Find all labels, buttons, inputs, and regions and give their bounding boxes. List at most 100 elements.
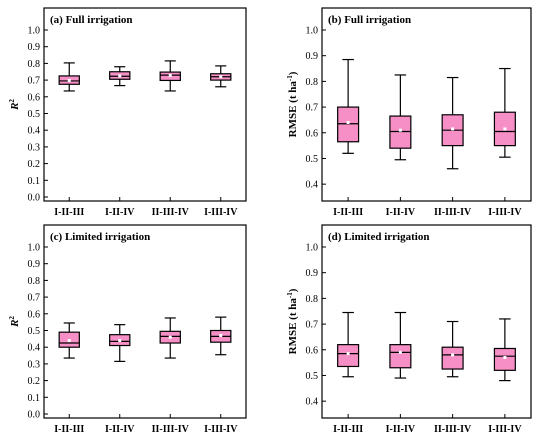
y-tick-label: 0.9: [306, 268, 319, 279]
y-tick-label: 0.4: [28, 126, 41, 137]
y-tick-label: 0.3: [28, 359, 41, 370]
panel-b: (b) Full irrigation 0.4 0.5 0.6 0.7 0.8 0.9 1.0…: [286, 7, 532, 218]
y-tick-label: 0.5: [28, 109, 41, 120]
y-tick-label: 0.6: [28, 309, 41, 320]
x-tick-label: I-III-IV: [204, 207, 238, 218]
y-tick-label: 0.3: [28, 142, 41, 153]
panel-title: (a) Full irrigation: [50, 14, 133, 26]
y-tick-label: 0.2: [28, 159, 41, 170]
y-tick-label: 0.9: [306, 51, 319, 62]
mean-marker: [219, 75, 223, 79]
mean-marker: [168, 335, 172, 339]
x-tick-label: I-II-III: [333, 207, 363, 218]
x-tick-label: I-III-IV: [204, 424, 238, 434]
y-tick-label: 0.0: [28, 410, 41, 421]
panel-title: (c) Limited irrigation: [50, 231, 150, 243]
y-tick-label: 0.2: [28, 376, 41, 387]
x-tick-label: I-II-IV: [386, 207, 416, 218]
y-tick-label: 0.8: [306, 294, 319, 305]
mean-marker: [67, 78, 71, 82]
panel-title: (d) Limited irrigation: [328, 231, 429, 243]
y-tick-label: 1.0: [306, 243, 319, 254]
mean-marker: [67, 339, 71, 343]
iqr-box: [337, 344, 360, 368]
box-I-II-III: I-II-III: [333, 58, 363, 218]
iqr-box: [493, 347, 516, 371]
box-I-II-III: I-II-III: [333, 311, 363, 434]
y-axis-title: R2: [8, 316, 21, 328]
box-II-III-IV: II-III-IV: [434, 320, 472, 434]
iqr-box: [389, 115, 412, 149]
box-I-II-III: I-II-III: [54, 322, 84, 434]
y-tick-label: 0.5: [306, 154, 319, 165]
x-tick-label: I-II-III: [54, 424, 84, 434]
box-I-II-III: I-II-III: [54, 62, 84, 218]
iqr-box: [389, 344, 412, 369]
x-tick-label: II-III-IV: [434, 207, 472, 218]
mean-marker: [503, 127, 507, 131]
y-tick-label: 0.5: [28, 326, 41, 337]
box-I-II-IV: I-II-IV: [105, 66, 135, 218]
y-tick-label: 0.4: [28, 343, 41, 354]
panel-title: (b) Full irrigation: [328, 14, 411, 26]
y-axis-title: RMSE (t ha-1): [286, 71, 299, 137]
x-tick-label: I-III-IV: [488, 424, 522, 434]
y-tick-label: 0.4: [306, 180, 319, 191]
y-tick-label: 0.1: [28, 176, 41, 187]
iqr-box: [337, 106, 360, 143]
x-tick-label: I-III-IV: [488, 207, 522, 218]
y-tick-label: 0.9: [28, 259, 41, 270]
mean-marker: [219, 334, 223, 338]
panel-a: (a) Full irrigation 0.0 0.1 0.2 0.3 0.4 0.5 0.6…: [8, 7, 247, 218]
mean-marker: [398, 128, 402, 132]
box-II-III-IV: II-III-IV: [434, 76, 472, 218]
x-tick-label: II-III-IV: [152, 424, 190, 434]
y-tick-label: 0.1: [28, 393, 41, 404]
plot-frame: [321, 224, 532, 419]
iqr-box: [441, 346, 464, 370]
y-tick-label: 1.0: [306, 26, 319, 37]
plot-frame: [43, 7, 247, 202]
mean-marker: [451, 127, 455, 131]
x-tick-label: I-II-III: [333, 424, 363, 434]
y-tick-label: 0.8: [306, 77, 319, 88]
box-I-III-IV: I-III-IV: [488, 318, 522, 434]
mean-marker: [503, 355, 507, 359]
y-axis-title: R2: [8, 99, 21, 111]
y-axis-title: RMSE (t ha-1): [286, 288, 299, 354]
box-II-III-IV: II-III-IV: [152, 60, 190, 218]
box-I-II-IV: I-II-IV: [386, 311, 416, 434]
x-tick-label: I-II-IV: [105, 424, 135, 434]
box-I-III-IV: I-III-IV: [488, 67, 522, 218]
mean-marker: [346, 352, 350, 356]
mean-marker: [451, 353, 455, 357]
y-tick-label: 0.8: [28, 276, 41, 287]
mean-marker: [398, 350, 402, 354]
mean-marker: [346, 120, 350, 124]
box-I-III-IV: I-III-IV: [204, 316, 238, 434]
box-I-II-IV: I-II-IV: [105, 324, 135, 434]
x-tick-label: I-II-III: [54, 207, 84, 218]
x-tick-label: I-II-IV: [386, 424, 416, 434]
y-tick-label: 1.0: [28, 243, 41, 254]
plot-frame: [43, 224, 247, 419]
y-tick-label: 0.8: [28, 59, 41, 70]
y-tick-label: 0.7: [306, 320, 319, 331]
box-II-III-IV: II-III-IV: [152, 317, 190, 434]
y-tick-label: 0.4: [306, 397, 319, 408]
box-I-II-IV: I-II-IV: [386, 74, 416, 218]
y-tick-label: 0.5: [306, 371, 319, 382]
y-tick-label: 0.6: [306, 128, 319, 139]
y-tick-label: 0.7: [28, 293, 41, 304]
y-tick-label: 0.6: [306, 345, 319, 356]
panel-d: (d) Limited irrigation 0.4 0.5 0.6 0.7 0.8 0.9…: [286, 224, 532, 434]
mean-marker: [118, 74, 122, 78]
y-tick-label: 1.0: [28, 26, 41, 37]
y-tick-label: 0.7: [306, 103, 319, 114]
box-I-III-IV: I-III-IV: [204, 65, 238, 218]
mean-marker: [168, 73, 172, 77]
panel-c: (c) Limited irrigation 0.0 0.1 0.2 0.3 0.4 0.5…: [8, 224, 247, 434]
x-tick-label: I-II-IV: [105, 207, 135, 218]
y-tick-label: 0.6: [28, 92, 41, 103]
